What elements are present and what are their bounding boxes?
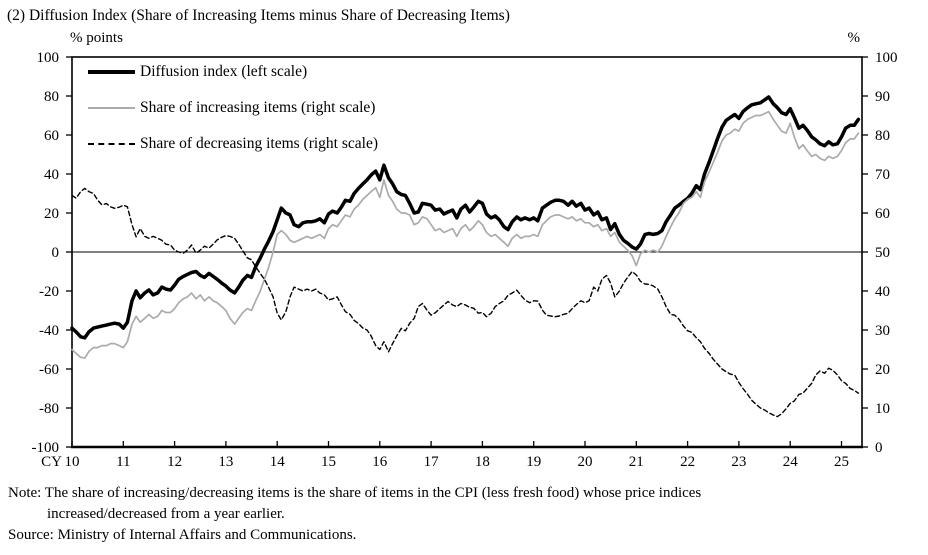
x-axis-year-label: 25 xyxy=(834,454,849,470)
right-axis-tick-label: 50 xyxy=(875,245,890,261)
right-axis-tick-label: 100 xyxy=(875,50,898,66)
series-dashed-black xyxy=(71,187,860,418)
x-axis-year-label: 11 xyxy=(116,454,130,470)
x-axis-cy-prefix: CY xyxy=(41,454,62,470)
x-axis-year-label: 22 xyxy=(680,454,695,470)
x-axis-year-label: 13 xyxy=(218,454,233,470)
x-axis-year-label: 12 xyxy=(167,454,182,470)
decreasing-line-swatch-icon xyxy=(88,143,135,145)
left-axis-tick-label: 20 xyxy=(44,206,59,222)
x-axis-year-label: 17 xyxy=(424,454,440,470)
legend-label: Share of increasing items (right scale) xyxy=(140,99,376,116)
right-axis-tick-label: 30 xyxy=(875,323,890,339)
chart-legend: Diffusion index (left scale) Share of in… xyxy=(88,61,378,169)
left-axis-tick-label: -60 xyxy=(39,362,59,378)
left-axis-tick-label: -100 xyxy=(32,440,60,456)
left-axis-tick-label: 0 xyxy=(52,245,60,261)
right-axis-tick-label: 60 xyxy=(875,206,890,222)
left-axis-tick-label: 40 xyxy=(44,167,59,183)
chart-note-line-2: increased/decreased from a year earlier. xyxy=(47,506,285,522)
series-thick-solid-black xyxy=(70,95,861,340)
right-axis-tick-label: 80 xyxy=(875,128,890,144)
legend-item-diffusion-index: Diffusion index (left scale) xyxy=(88,61,378,83)
right-axis-unit-label: % xyxy=(847,30,861,46)
left-axis-tick-label: -20 xyxy=(39,284,59,300)
right-axis-tick-label: 0 xyxy=(875,440,883,456)
x-axis-year-label: 14 xyxy=(270,454,286,470)
x-axis-year-label: 21 xyxy=(629,454,644,470)
chart-area: 100 80 60 40 20 0 -20 -40 -60 -80 -100 100 90 80 70 60 5… xyxy=(32,50,898,470)
chart-note-line-1: Note: The share of increasing/decreasing… xyxy=(8,485,702,501)
x-axis-year-label: 19 xyxy=(526,454,541,470)
chart-source: Source: Ministry of Internal Affairs and… xyxy=(8,527,357,543)
legend-item-increasing-share: Share of increasing items (right scale) xyxy=(88,97,378,119)
right-axis-tick-label: 40 xyxy=(875,284,890,300)
x-axis-year-label: 15 xyxy=(321,454,336,470)
left-axis-tick-label: 80 xyxy=(44,89,59,105)
right-axis-tick-label: 90 xyxy=(875,89,890,105)
x-axis-year-label: 23 xyxy=(731,454,746,470)
left-axis-unit-label: % points xyxy=(70,30,123,46)
right-axis-tick-label: 20 xyxy=(875,362,890,378)
x-axis-year-label: 20 xyxy=(578,454,593,470)
x-axis-year-label: 24 xyxy=(783,454,799,470)
increasing-line-swatch-icon xyxy=(88,107,135,109)
series-thin-solid-gray xyxy=(71,110,860,359)
x-axis-year-label: 18 xyxy=(475,454,490,470)
left-axis-tick-label: -80 xyxy=(39,401,59,417)
diffusion-line-swatch-icon xyxy=(88,70,135,74)
legend-label: Share of decreasing items (right scale) xyxy=(140,135,379,152)
left-axis-tick-label: 60 xyxy=(44,128,59,144)
legend-item-decreasing-share: Share of decreasing items (right scale) xyxy=(88,133,378,155)
left-axis-tick-label: -40 xyxy=(39,323,59,339)
right-axis-tick-label: 70 xyxy=(875,167,890,183)
chart-canvas: 100806040200-20-40-60-80-100100908070605… xyxy=(32,50,898,470)
chart-title: (2) Diffusion Index (Share of Increasing… xyxy=(7,7,510,24)
x-axis-year-label: 10 xyxy=(65,454,80,470)
left-axis-tick-label: 100 xyxy=(37,50,60,66)
legend-label: Diffusion index (left scale) xyxy=(140,63,308,80)
right-axis-tick-label: 10 xyxy=(875,401,890,417)
x-axis-year-label: 16 xyxy=(372,454,388,470)
